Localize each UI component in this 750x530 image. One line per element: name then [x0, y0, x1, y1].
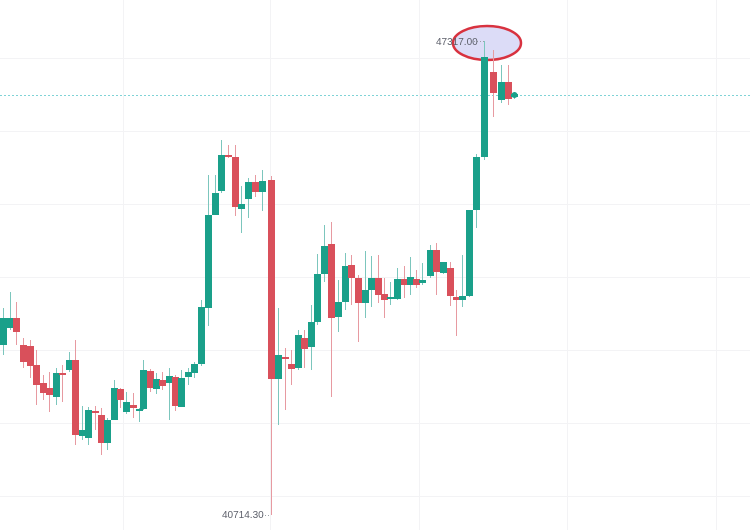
candle-body — [33, 365, 40, 385]
candle-body — [0, 318, 7, 345]
candle-body — [355, 278, 362, 303]
candle-body — [401, 279, 408, 285]
extreme-markers — [262, 41, 518, 516]
candle-body — [447, 268, 454, 296]
candle-body — [27, 346, 34, 366]
candle-body — [104, 420, 111, 443]
candle-body — [191, 364, 198, 373]
candle-body — [301, 338, 308, 349]
candle-body — [198, 307, 205, 364]
candle-body — [46, 388, 53, 395]
candle-body — [59, 373, 66, 375]
candle-body — [335, 302, 342, 317]
candle-body — [466, 210, 473, 296]
candle-body — [111, 388, 118, 420]
candle-body — [66, 360, 73, 370]
candle-body — [140, 370, 147, 409]
candle-body — [308, 322, 315, 347]
high-price-label: 47317.00 — [436, 37, 478, 48]
candle-body — [72, 360, 79, 435]
candle-body — [218, 155, 225, 191]
candle-body — [368, 278, 375, 290]
candle-body — [13, 318, 20, 332]
candle-body — [159, 380, 166, 386]
candle-body — [427, 250, 434, 276]
candle-body — [498, 82, 505, 100]
candle-body — [185, 372, 192, 377]
candle-body — [178, 378, 185, 407]
candle-body — [166, 376, 173, 383]
candle-body — [362, 290, 369, 303]
candle-body — [40, 383, 47, 393]
candle-body — [413, 279, 420, 285]
candle-body — [481, 57, 488, 157]
candle-body — [117, 389, 124, 400]
candle-body — [433, 250, 440, 272]
candle-body — [288, 364, 295, 369]
candle-body — [153, 379, 160, 389]
candle-body — [147, 371, 154, 388]
candle-body — [440, 262, 447, 273]
candle-body — [381, 294, 388, 300]
candle-body — [92, 411, 99, 413]
candle-body — [328, 244, 335, 318]
candle-body — [321, 246, 328, 274]
candle-body — [459, 296, 466, 300]
candle-body — [394, 279, 401, 299]
candle-body — [238, 204, 245, 209]
candle-body — [490, 72, 497, 93]
candle-body — [205, 215, 212, 308]
candle-body — [232, 157, 239, 207]
candle-body — [348, 265, 355, 278]
candle-body — [123, 402, 130, 412]
candle-body — [98, 415, 105, 443]
candle-body — [85, 410, 92, 438]
candle-body — [225, 155, 232, 157]
candle-body — [53, 373, 60, 397]
candle-body — [505, 82, 512, 99]
low-price-label: 40714.30 — [222, 510, 264, 521]
candle-body — [172, 377, 179, 406]
candle-body — [275, 355, 282, 379]
candle-body — [314, 274, 321, 322]
candle-body — [419, 280, 426, 283]
candle-body — [453, 297, 460, 300]
candle-body — [282, 357, 289, 359]
candle-body — [245, 182, 252, 199]
candle-body — [295, 335, 302, 368]
candle-body — [212, 193, 219, 215]
candle-body — [130, 405, 137, 408]
candle-body — [252, 182, 259, 192]
candle-body — [268, 180, 275, 379]
candle-body — [407, 277, 414, 285]
candle-body — [136, 409, 143, 411]
candle-body — [20, 345, 27, 362]
current-price-dot — [511, 92, 518, 98]
candle-body — [259, 181, 266, 192]
candle-body — [342, 266, 349, 302]
candle-body — [79, 430, 86, 436]
candle-body — [375, 278, 382, 295]
candle-body — [387, 297, 394, 299]
candle-body — [473, 157, 480, 210]
candle-body — [7, 318, 14, 328]
